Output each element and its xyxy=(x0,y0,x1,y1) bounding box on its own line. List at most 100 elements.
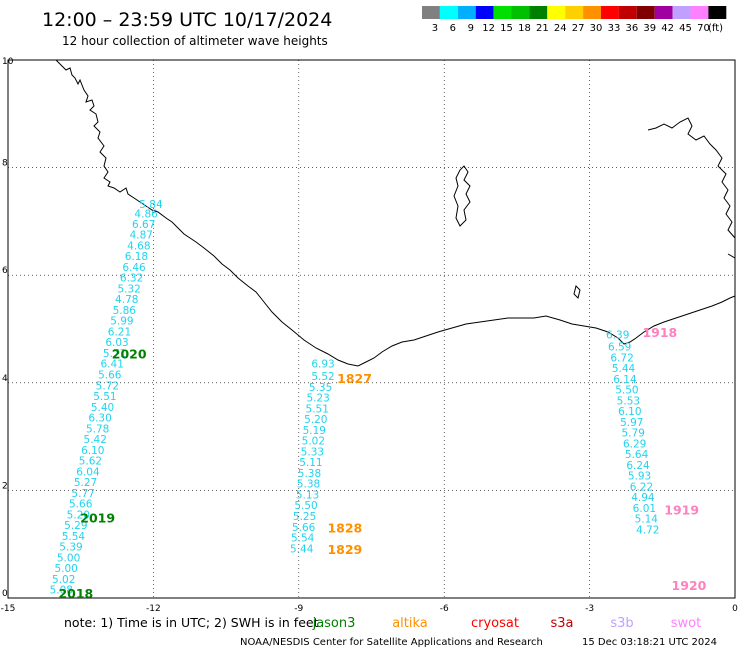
pass-time-label: 1918 xyxy=(642,325,677,340)
wave-height-value: 6.32 xyxy=(120,273,143,285)
plot-frame xyxy=(7,59,736,599)
wave-height-value: 5.02 xyxy=(302,436,325,448)
legend-swatch xyxy=(493,6,512,19)
wave-height-value: 5.53 xyxy=(617,395,640,407)
wave-height-value: 5.93 xyxy=(628,471,651,483)
wave-height-value: 5.13 xyxy=(296,489,319,501)
coastline xyxy=(55,59,736,367)
wave-height-value: 6.01 xyxy=(633,503,656,515)
wave-height-value: 6.21 xyxy=(108,326,131,338)
pass-time-label: 2020 xyxy=(112,347,147,362)
legend-swatch xyxy=(529,6,548,19)
wave-height-value: 6.30 xyxy=(88,413,111,425)
satellite-label-altika: altika xyxy=(392,616,428,631)
color-scale-legend: 3 6 9 12 15 18 21 24 27 30 33 36 39 42 45 70 xyxy=(422,6,727,34)
legend-label: 12 xyxy=(482,23,495,34)
wave-height-value: 6.24 xyxy=(626,460,650,472)
legend-label: 45 xyxy=(679,23,692,34)
legend-swatch xyxy=(547,6,566,19)
legend-swatch xyxy=(654,6,673,19)
wave-height-value: 5.72 xyxy=(96,380,119,392)
legend-label: 3 xyxy=(432,23,438,34)
legend-swatch xyxy=(422,6,440,19)
wave-height-value: 5.62 xyxy=(79,456,102,468)
x-tick-label: -12 xyxy=(146,604,161,614)
wave-height-value: 6.04 xyxy=(76,466,100,478)
wave-height-value: 5.08 xyxy=(50,585,73,597)
wave-height-value: 6.41 xyxy=(101,359,124,371)
legend-label: 21 xyxy=(536,23,549,34)
wave-height-value: 4.68 xyxy=(127,240,150,252)
wave-height-value: 5.11 xyxy=(299,457,322,469)
satellite-label-s3a: s3a xyxy=(550,616,573,631)
pass-time-label: 1827 xyxy=(337,371,372,386)
y-tick-label: 6 xyxy=(2,266,8,276)
legend-swatch xyxy=(511,6,530,19)
wave-height-value: 5.38 xyxy=(297,479,320,491)
legend-label: 24 xyxy=(554,23,567,34)
wave-height-value: 5.50 xyxy=(294,500,317,512)
legend-swatch xyxy=(565,6,584,19)
wave-height-value: 4.87 xyxy=(130,230,153,242)
map-title: 12:00 – 23:59 UTC 10/17/2024 xyxy=(42,9,332,31)
legend-label: 39 xyxy=(643,23,656,34)
axis-tick-labels: -15 -12 -9 -6 -3 0 0 2 4 6 8 10 xyxy=(1,57,738,614)
satellite-label-swot: swot xyxy=(671,616,701,631)
wave-height-value: 5.79 xyxy=(622,428,645,440)
wave-height-value: 5.66 xyxy=(292,522,316,534)
legend-label: 9 xyxy=(468,23,474,34)
wave-height-value: 5.97 xyxy=(620,417,643,429)
pass-time-label: 1920 xyxy=(672,578,707,593)
wave-height-value: 5.32 xyxy=(117,283,140,295)
altimeter-track-2: 6.935.525.355.235.515.205.195.025.335.11… xyxy=(290,359,372,557)
small-inland-lake xyxy=(573,285,581,299)
lake-volta-outline xyxy=(453,165,471,227)
wave-height-value: 5.20 xyxy=(67,509,90,521)
wave-height-value: 6.93 xyxy=(311,359,334,371)
wave-height-value: 4.72 xyxy=(636,524,659,536)
legend-swatch xyxy=(439,6,458,19)
wave-height-value: 6.39 xyxy=(606,330,629,342)
x-tick-label: -9 xyxy=(294,604,303,614)
credit-text: NOAA/NESDIS Center for Satellite Applica… xyxy=(240,637,543,648)
altimeter-track-1: 5.844.866.674.874.686.186.466.325.324.78… xyxy=(50,199,163,601)
wave-height-value: 5.50 xyxy=(615,385,638,397)
wave-height-value: 5.23 xyxy=(306,393,329,405)
pass-time-label: 1828 xyxy=(327,520,362,535)
wave-height-value: 4.86 xyxy=(134,209,158,221)
pass-time-label: 2018 xyxy=(58,586,93,601)
wave-height-value: 4.94 xyxy=(631,492,655,504)
legend-label: 30 xyxy=(590,23,603,34)
graticule-grid xyxy=(8,60,735,598)
pass-time-label: 1829 xyxy=(327,542,362,557)
wave-height-value: 6.14 xyxy=(613,374,637,386)
wave-height-value: 5.33 xyxy=(301,446,324,458)
legend-swatch xyxy=(618,6,637,19)
wave-height-value: 5.78 xyxy=(86,423,109,435)
wave-height-value: 5.99 xyxy=(110,316,133,328)
west-africa-coast-path xyxy=(55,59,736,367)
wave-height-value: 6.22 xyxy=(630,481,653,493)
wave-height-value: 6.10 xyxy=(618,406,641,418)
timestamp-text: 15 Dec 03:18:21 UTC 2024 xyxy=(582,637,717,648)
wave-height-value: 4.78 xyxy=(115,294,138,306)
legend-label: 27 xyxy=(572,23,585,34)
wave-height-value: 5.54 xyxy=(62,531,86,543)
wave-height-value: 5.00 xyxy=(54,563,77,575)
wave-height-value: 5.40 xyxy=(91,402,114,414)
x-tick-label: -3 xyxy=(585,604,594,614)
wave-height-value: 6.67 xyxy=(132,219,155,231)
legend-swatch xyxy=(583,6,601,19)
pass-time-label: 2019 xyxy=(80,511,115,526)
legend-label: 36 xyxy=(625,23,638,34)
legend-swatch xyxy=(475,6,494,19)
footer-note: note: 1) Time is in UTC; 2) SWH is in fe… xyxy=(64,615,319,630)
legend-label: 18 xyxy=(518,23,531,34)
wave-height-value: 5.38 xyxy=(298,468,321,480)
wave-height-value: 5.44 xyxy=(612,363,636,375)
wave-height-value: 5.44 xyxy=(290,543,314,555)
wave-height-value: 5.39 xyxy=(59,542,82,554)
map-subtitle: 12 hour collection of altimeter wave hei… xyxy=(62,34,328,48)
x-tick-label: -15 xyxy=(1,604,16,614)
